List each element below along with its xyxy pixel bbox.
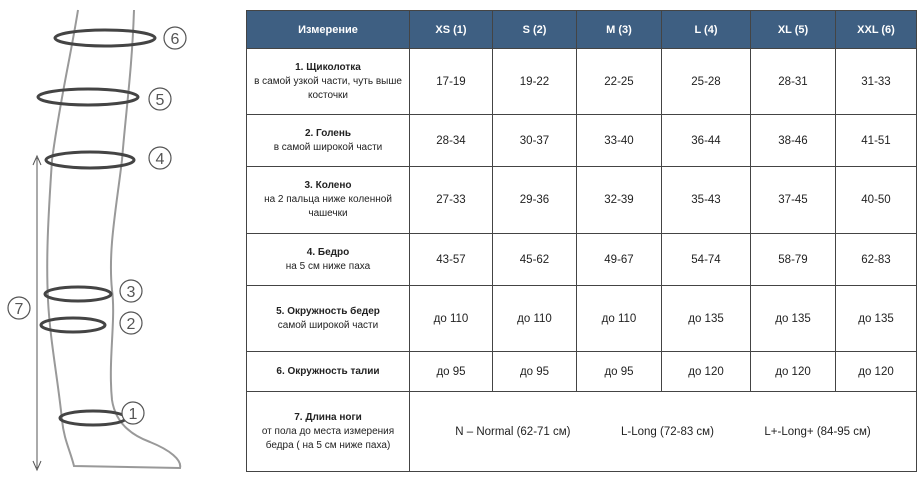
size-value: 41-51 xyxy=(835,114,917,167)
size-value: 58-79 xyxy=(750,233,836,286)
size-value: до 95 xyxy=(492,351,577,392)
measurement-title: 5. Окружность бедер xyxy=(276,305,380,317)
size-value: 32-39 xyxy=(576,166,662,234)
header-s: S (2) xyxy=(492,10,577,49)
size-value: до 95 xyxy=(576,351,662,392)
leg-outline xyxy=(46,9,182,470)
size-value: до 120 xyxy=(835,351,917,392)
table-row: 2. Голень в самой широкой части 28-34 30-37… xyxy=(246,114,917,167)
ring-4 xyxy=(44,150,136,170)
marker-2: 2 xyxy=(127,316,136,333)
ring-3 xyxy=(43,285,113,303)
length-option-normal: N – Normal (62-71 см) xyxy=(455,425,571,438)
marker-5: 5 xyxy=(156,92,165,109)
size-value: 36-44 xyxy=(661,114,751,167)
size-value: до 120 xyxy=(661,351,751,392)
size-value: до 135 xyxy=(661,285,751,352)
table-row: 6. Окружность талии до 95 до 95 до 95 до 120… xyxy=(246,351,917,392)
size-value: 54-74 xyxy=(661,233,751,286)
measurement-desc: самой широкой части xyxy=(277,319,379,331)
marker-7: 7 xyxy=(15,301,24,318)
header-xs: XS (1) xyxy=(409,10,493,49)
size-value: до 95 xyxy=(409,351,493,392)
leg-diagram: 6 5 4 3 2 1 7 xyxy=(7,9,187,472)
ring-1 xyxy=(58,409,128,427)
measurement-title: 4. Бедро xyxy=(306,246,350,258)
measurement-cell: 3. Колено на 2 пальца ниже коленной чашеч… xyxy=(246,166,410,234)
ring-2 xyxy=(39,316,107,334)
measurement-desc: на 5 см ниже паха xyxy=(285,260,371,272)
size-value: 29-36 xyxy=(492,166,577,234)
marker-3: 3 xyxy=(127,284,136,301)
header-measurement: Измерение xyxy=(246,10,410,49)
size-value: до 120 xyxy=(750,351,836,392)
size-value: 22-25 xyxy=(576,48,662,115)
size-value: 30-37 xyxy=(492,114,577,167)
size-value: до 110 xyxy=(576,285,662,352)
table-row: 1. Щиколотка в самой узкой части, чуть вы… xyxy=(246,48,917,115)
measurement-desc: в самой узкой части, чуть выше косточки xyxy=(254,75,402,101)
table-row: 5. Окружность бедер самой широкой части до… xyxy=(246,285,917,352)
table-row: 3. Колено на 2 пальца ниже коленной чашеч… xyxy=(246,166,917,234)
size-value: до 135 xyxy=(835,285,917,352)
size-value: 31-33 xyxy=(835,48,917,115)
size-value: до 110 xyxy=(409,285,493,352)
size-value: до 110 xyxy=(492,285,577,352)
size-value: 33-40 xyxy=(576,114,662,167)
size-value: 28-34 xyxy=(409,114,493,167)
marker-6: 6 xyxy=(171,31,180,48)
measurement-cell: 2. Голень в самой широкой части xyxy=(246,114,410,167)
measurement-cell: 4. Бедро на 5 см ниже паха xyxy=(246,233,410,286)
ring-5 xyxy=(36,87,140,107)
size-table: Измерение XS (1) S (2) M (3) L (4) XL (5… xyxy=(246,10,917,472)
header-row: Измерение XS (1) S (2) M (3) L (4) XL (5… xyxy=(246,10,917,49)
ring-6 xyxy=(53,28,157,48)
marker-1: 1 xyxy=(129,406,138,423)
measurement-cell: 7. Длина ноги от пола до места измерения … xyxy=(246,391,410,472)
marker-4: 4 xyxy=(156,151,165,168)
size-value: 40-50 xyxy=(835,166,917,234)
measurement-cell: 1. Щиколотка в самой узкой части, чуть вы… xyxy=(246,48,410,115)
size-value: 45-62 xyxy=(492,233,577,286)
header-m: M (3) xyxy=(576,10,662,49)
size-value: 17-19 xyxy=(409,48,493,115)
measurement-title: 7. Длина ноги xyxy=(294,411,362,423)
size-value: 38-46 xyxy=(750,114,836,167)
header-l: L (4) xyxy=(661,10,751,49)
measurement-cell: 5. Окружность бедер самой широкой части xyxy=(246,285,410,352)
table-row: 4. Бедро на 5 см ниже паха 43-57 45-62 49-67… xyxy=(246,233,917,286)
measurement-title: 1. Щиколотка xyxy=(295,61,361,73)
size-value: 37-45 xyxy=(750,166,836,234)
measurement-title: 6. Окружность талии xyxy=(276,365,380,377)
measurement-desc: от пола до места измерения бедра ( на 5 … xyxy=(261,425,395,451)
size-value: 35-43 xyxy=(661,166,751,234)
size-value: 62-83 xyxy=(835,233,917,286)
size-value: 49-67 xyxy=(576,233,662,286)
measurement-desc: на 2 пальца ниже коленной чашечки xyxy=(264,194,392,219)
table-row-length: 7. Длина ноги от пола до места измерения … xyxy=(246,391,917,472)
measurement-title: 2. Голень xyxy=(304,127,352,139)
header-xl: XL (5) xyxy=(750,10,836,49)
header-xxl: XXL (6) xyxy=(835,10,917,49)
size-value: до 135 xyxy=(750,285,836,352)
size-value: 27-33 xyxy=(409,166,493,234)
measurement-title: 3. Колено xyxy=(304,180,352,191)
size-value: 43-57 xyxy=(409,233,493,286)
size-value: 28-31 xyxy=(750,48,836,115)
length-option-long: L-Long (72-83 см) xyxy=(620,425,714,438)
length-option-long-plus: L+-Long+ (84-95 см) xyxy=(764,425,871,438)
measurement-cell: 6. Окружность талии xyxy=(246,351,410,392)
length-options: N – Normal (62-71 см) L-Long (72-83 см) L+… xyxy=(409,391,917,472)
size-value: 19-22 xyxy=(492,48,577,115)
measurement-desc: в самой широкой части xyxy=(273,141,383,153)
size-value: 25-28 xyxy=(661,48,751,115)
